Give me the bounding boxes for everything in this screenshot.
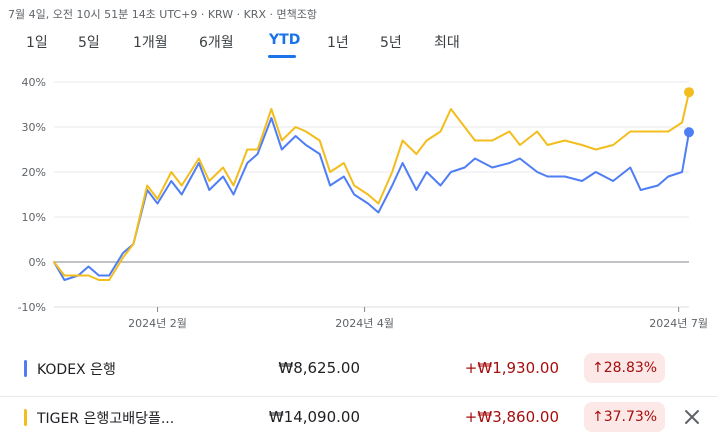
y-tick-label: 30% [22,121,46,134]
comparison-chart: 40% 30% 20% 10% 0% -10% 2024년 2월 2024년 4월 2024년 … [0,62,718,337]
y-tick-label: 40% [22,76,46,89]
y-tick-label: 10% [22,211,46,224]
chart-svg: 40% 30% 20% 10% 0% -10% 2024년 2월 2024년 4월 2024년 … [18,76,708,330]
tab-1y[interactable]: 1년 [327,35,349,51]
series-change: +₩1,930.00 [464,359,559,377]
tab-max[interactable]: 최대 [434,35,460,51]
tab-5y[interactable]: 5년 [380,35,402,51]
series-color-swatch [24,360,27,377]
series-end-point-0 [684,127,694,138]
tab-1m[interactable]: 1개월 [133,35,168,51]
series-price: ₩14,090.00 [268,408,360,426]
tab-ytd[interactable]: YTD [269,32,301,48]
series-name: KODEX 은행 [37,362,116,378]
y-tick-label: 20% [22,166,46,179]
active-tab-underline [268,55,296,58]
series-price: ₩8,625.00 [278,359,360,377]
series-name: TIGER 은행고배당플... [37,411,175,427]
series-pct-badge: ↑37.73% [584,402,666,432]
x-tick-label: 2024년 7월 [649,317,708,330]
x-tick-label: 2024년 2월 [128,317,187,330]
series-line-1 [53,91,690,281]
y-tick-label: -10% [18,301,46,314]
tab-1d[interactable]: 1일 [26,35,48,51]
tab-5d[interactable]: 5일 [78,35,100,51]
range-tabs: 1일 5일 1개월 6개월 YTD 1년 5년 최대 [0,32,718,58]
header-meta: 7월 4일, 오전 10시 51분 14초 UTC+9 · KRW · KRX … [8,8,317,21]
series-row-kodex[interactable]: KODEX 은행 ₩8,625.00 +₩1,930.00 ↑28.83% [0,348,718,388]
tab-6m[interactable]: 6개월 [199,35,234,51]
series-end-point-1 [684,87,694,98]
y-tick-label: 0% [29,256,46,269]
series-change: +₩3,860.00 [464,408,559,426]
series-pct-badge: ↑28.83% [584,353,666,383]
series-color-swatch [24,409,27,426]
series-row-tiger[interactable]: TIGER 은행고배당플... ₩14,090.00 +₩3,860.00 ↑3… [0,396,718,436]
series-line-0 [53,117,690,281]
x-tick-label: 2024년 4월 [335,317,394,330]
close-icon[interactable] [682,407,702,427]
